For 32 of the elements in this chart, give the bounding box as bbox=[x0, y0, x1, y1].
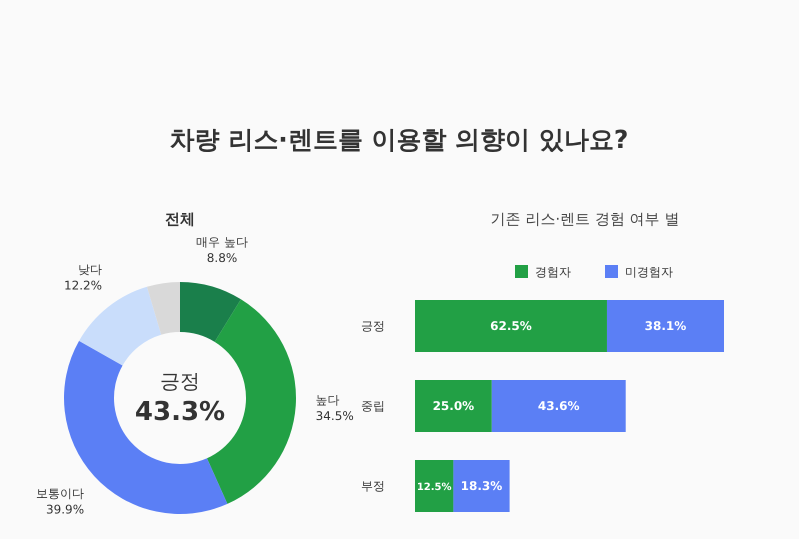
bar bbox=[453, 460, 510, 512]
donut-slice bbox=[180, 282, 241, 342]
donut-slice bbox=[146, 282, 180, 335]
chart-title: 기존 리스·렌트 경험 여부 별 bbox=[490, 210, 680, 228]
data-label: 12.2% bbox=[64, 278, 102, 293]
bar bbox=[415, 300, 607, 352]
data-label: 8.8% bbox=[206, 250, 238, 265]
bar bbox=[492, 380, 626, 432]
text: 긍정 bbox=[160, 369, 200, 393]
data-label: 18.3% bbox=[460, 479, 502, 493]
bar bbox=[415, 380, 492, 432]
bar bbox=[606, 300, 724, 352]
chart-subtitle: 전체 bbox=[165, 210, 195, 228]
data-label: 39.9% bbox=[46, 502, 84, 517]
slice-label: 높다 bbox=[316, 393, 340, 408]
data-label: 12.5% bbox=[416, 482, 452, 493]
bar bbox=[415, 460, 454, 512]
data-label: 25.0% bbox=[432, 399, 474, 413]
y-tick-label: 중립 bbox=[361, 399, 385, 413]
data-label: 43.6% bbox=[538, 399, 580, 413]
slice-label: 보통이다 bbox=[36, 486, 84, 501]
legend-label: 경험자 bbox=[535, 265, 571, 279]
y-tick-label: 부정 bbox=[361, 479, 385, 493]
text: 43.3% bbox=[134, 397, 226, 427]
legend-label: 미경험자 bbox=[625, 265, 673, 279]
data-label: 38.1% bbox=[644, 319, 686, 333]
data-label: 62.5% bbox=[490, 319, 532, 333]
chart-title: 차량 리스·렌트를 이용할 의향이 있나요? bbox=[170, 125, 628, 154]
slice-label: 낮다 bbox=[78, 262, 102, 277]
y-tick-label: 긍정 bbox=[361, 319, 385, 333]
data-label: 34.5% bbox=[316, 409, 354, 424]
slice-label: 매우 높다 bbox=[196, 234, 248, 249]
